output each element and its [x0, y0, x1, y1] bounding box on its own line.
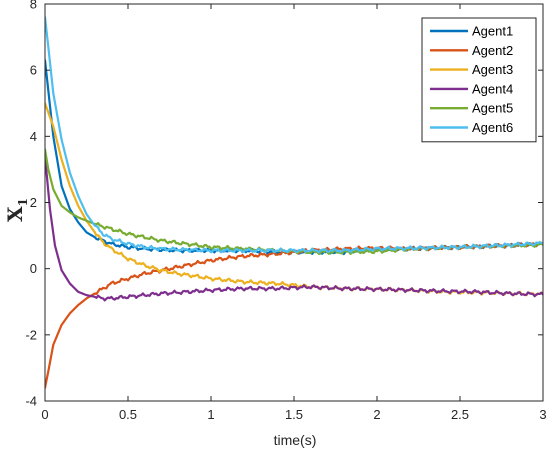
x-tick-label: 1: [207, 407, 214, 422]
legend: Agent1 Agent2 Agent3 Agent4 Agent5 Agent6: [421, 17, 537, 143]
y-tick-label: 4: [30, 129, 37, 144]
series-line-agent3: [45, 102, 543, 297]
legend-label-agent5: Agent5: [472, 101, 513, 116]
y-tick-label: 6: [30, 63, 37, 78]
legend-label-agent3: Agent3: [472, 62, 513, 77]
y-tick-label: 8: [30, 0, 37, 12]
series-line-agent4: [45, 155, 543, 302]
x-tick-label: 2.5: [451, 407, 469, 422]
y-axis-ticks: -4 -2 0 2 4 6 8: [25, 0, 543, 409]
y-tick-label: 0: [30, 261, 37, 276]
y-axis-label-subscript: 1: [16, 198, 30, 206]
x-tick-label: 3: [539, 407, 546, 422]
svg-text:X1: X1: [3, 198, 30, 222]
legend-label-agent6: Agent6: [472, 120, 513, 135]
y-axis-label: X1: [3, 198, 30, 222]
series-line-agent6: [45, 16, 543, 254]
x-tick-label: 0.5: [119, 407, 137, 422]
series-group: [45, 16, 543, 389]
legend-box: [421, 17, 537, 143]
y-tick-label: -2: [25, 327, 37, 342]
legend-label-agent2: Agent2: [472, 43, 513, 58]
y-tick-label: 2: [30, 195, 37, 210]
x-tick-label: 2: [373, 407, 380, 422]
x-axis-ticks: 0 0.5 1 1.5 2 2.5 3: [41, 4, 547, 422]
legend-label-agent4: Agent4: [472, 81, 513, 96]
legend-label-agent1: Agent1: [472, 24, 513, 39]
x-tick-label: 0: [41, 407, 48, 422]
y-axis-label-main: X: [3, 206, 27, 222]
x-axis-label: time(s): [274, 432, 317, 448]
y-tick-label: -4: [25, 394, 37, 409]
x-tick-label: 1.5: [285, 407, 303, 422]
